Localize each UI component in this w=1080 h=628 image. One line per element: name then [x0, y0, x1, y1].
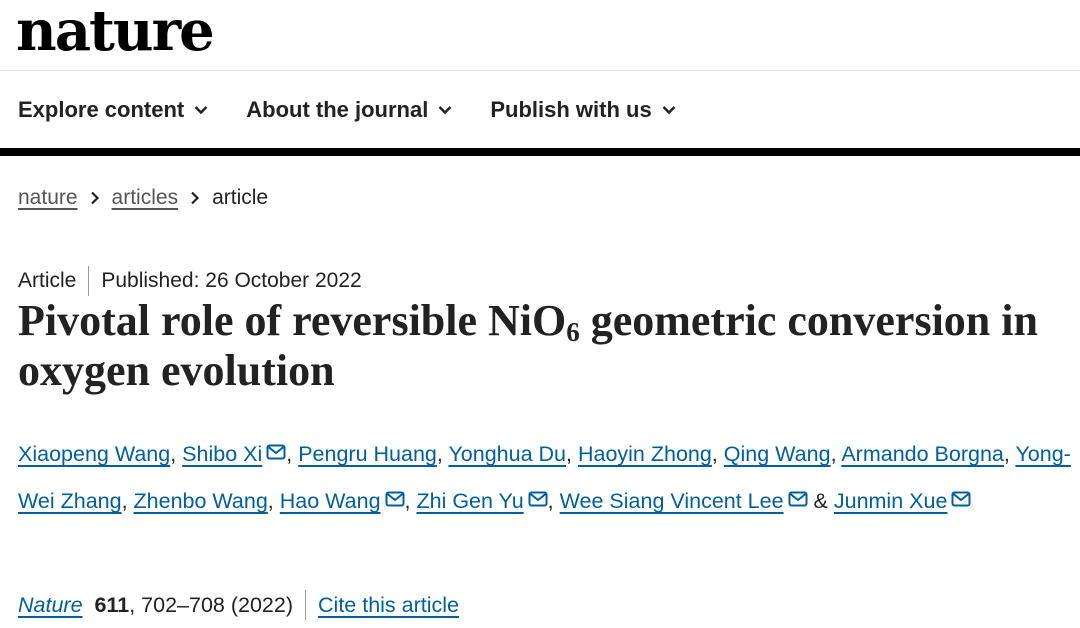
mail-icon[interactable] — [951, 477, 971, 523]
author-list: Xiaopeng Wang, Shibo Xi, Pengru Huang, Y… — [18, 430, 1080, 524]
author-link[interactable]: Wee Siang Vincent Lee — [559, 489, 784, 513]
author-separator: & — [807, 489, 834, 513]
breadcrumb: nature articles article — [18, 186, 268, 210]
author-separator: , — [547, 489, 560, 513]
mail-icon[interactable] — [528, 477, 548, 523]
author-link[interactable]: Zhenbo Wang — [133, 489, 268, 513]
article-type: Article — [18, 269, 77, 292]
title-text-rest: geometric conversion in oxygen evolution — [18, 296, 1038, 395]
nature-logo[interactable]: nature — [16, 0, 215, 64]
nav-label: About the journal — [246, 97, 429, 122]
author-separator: , — [267, 489, 280, 513]
author-separator: , — [566, 442, 578, 466]
author-link[interactable]: Qing Wang — [723, 442, 831, 466]
header-bar — [0, 148, 1080, 156]
header-divider — [0, 70, 1080, 71]
author-link[interactable]: Junmin Xue — [833, 489, 948, 513]
breadcrumb-current: article — [212, 186, 269, 209]
breadcrumb-articles[interactable]: articles — [111, 186, 179, 209]
author-link[interactable]: Hao Wang — [279, 489, 381, 513]
nav-publish-with-us[interactable]: Publish with us — [490, 94, 676, 126]
nav-explore-content[interactable]: Explore content — [18, 94, 208, 126]
author-link[interactable]: Haoyin Zhong — [577, 442, 712, 466]
author-separator: , — [404, 489, 417, 513]
citation-divider — [305, 590, 307, 620]
chevron-right-icon — [190, 191, 200, 205]
author-separator: , — [711, 442, 724, 466]
author-link[interactable]: Yonghua Du — [448, 442, 567, 466]
author-separator: , — [830, 442, 842, 466]
author-link[interactable]: Pengru Huang — [298, 442, 437, 466]
author-separator: , — [1003, 442, 1016, 466]
author-separator: , — [170, 442, 183, 466]
nav-label: Explore content — [18, 97, 185, 122]
meta-divider — [88, 266, 90, 296]
mail-icon[interactable] — [788, 477, 808, 523]
author-link[interactable]: Armando Borgna — [841, 442, 1004, 466]
author-link[interactable]: Yong-Wei Zhang — [18, 442, 1071, 513]
publish-date: Published: 26 October 2022 — [101, 269, 362, 292]
breadcrumb-nature[interactable]: nature — [18, 186, 78, 209]
article-title: Pivotal role of reversible NiO6 geometri… — [18, 296, 1068, 396]
author-link[interactable]: Zhi Gen Yu — [416, 489, 524, 513]
nav-label: Publish with us — [490, 97, 652, 122]
title-subscript: 6 — [566, 317, 580, 347]
chevron-down-icon — [438, 105, 452, 115]
nav-about-journal[interactable]: About the journal — [246, 94, 452, 126]
chevron-right-icon — [90, 191, 100, 205]
page-range: , 702–708 (2022) — [129, 592, 294, 617]
main-nav: Explore content About the journal Publis… — [18, 94, 714, 126]
author-link[interactable]: Shibo Xi — [182, 442, 263, 466]
title-text: Pivotal role of reversible NiO — [18, 296, 567, 345]
chevron-down-icon — [662, 105, 676, 115]
cite-this-article-link[interactable]: Cite this article — [318, 592, 460, 617]
volume-number: 611 — [94, 592, 130, 617]
author-link[interactable]: Xiaopeng Wang — [18, 442, 171, 466]
author-separator: , — [436, 442, 449, 466]
author-separator: , — [286, 442, 299, 466]
author-separator: , — [121, 489, 134, 513]
mail-icon[interactable] — [266, 430, 286, 476]
chevron-down-icon — [194, 105, 208, 115]
article-meta: Article Published: 26 October 2022 — [18, 266, 362, 296]
citation-row: Nature 611 , 702–708 (2022) Cite this ar… — [18, 590, 459, 620]
mail-icon[interactable] — [385, 477, 405, 523]
journal-link[interactable]: Nature — [18, 592, 83, 617]
